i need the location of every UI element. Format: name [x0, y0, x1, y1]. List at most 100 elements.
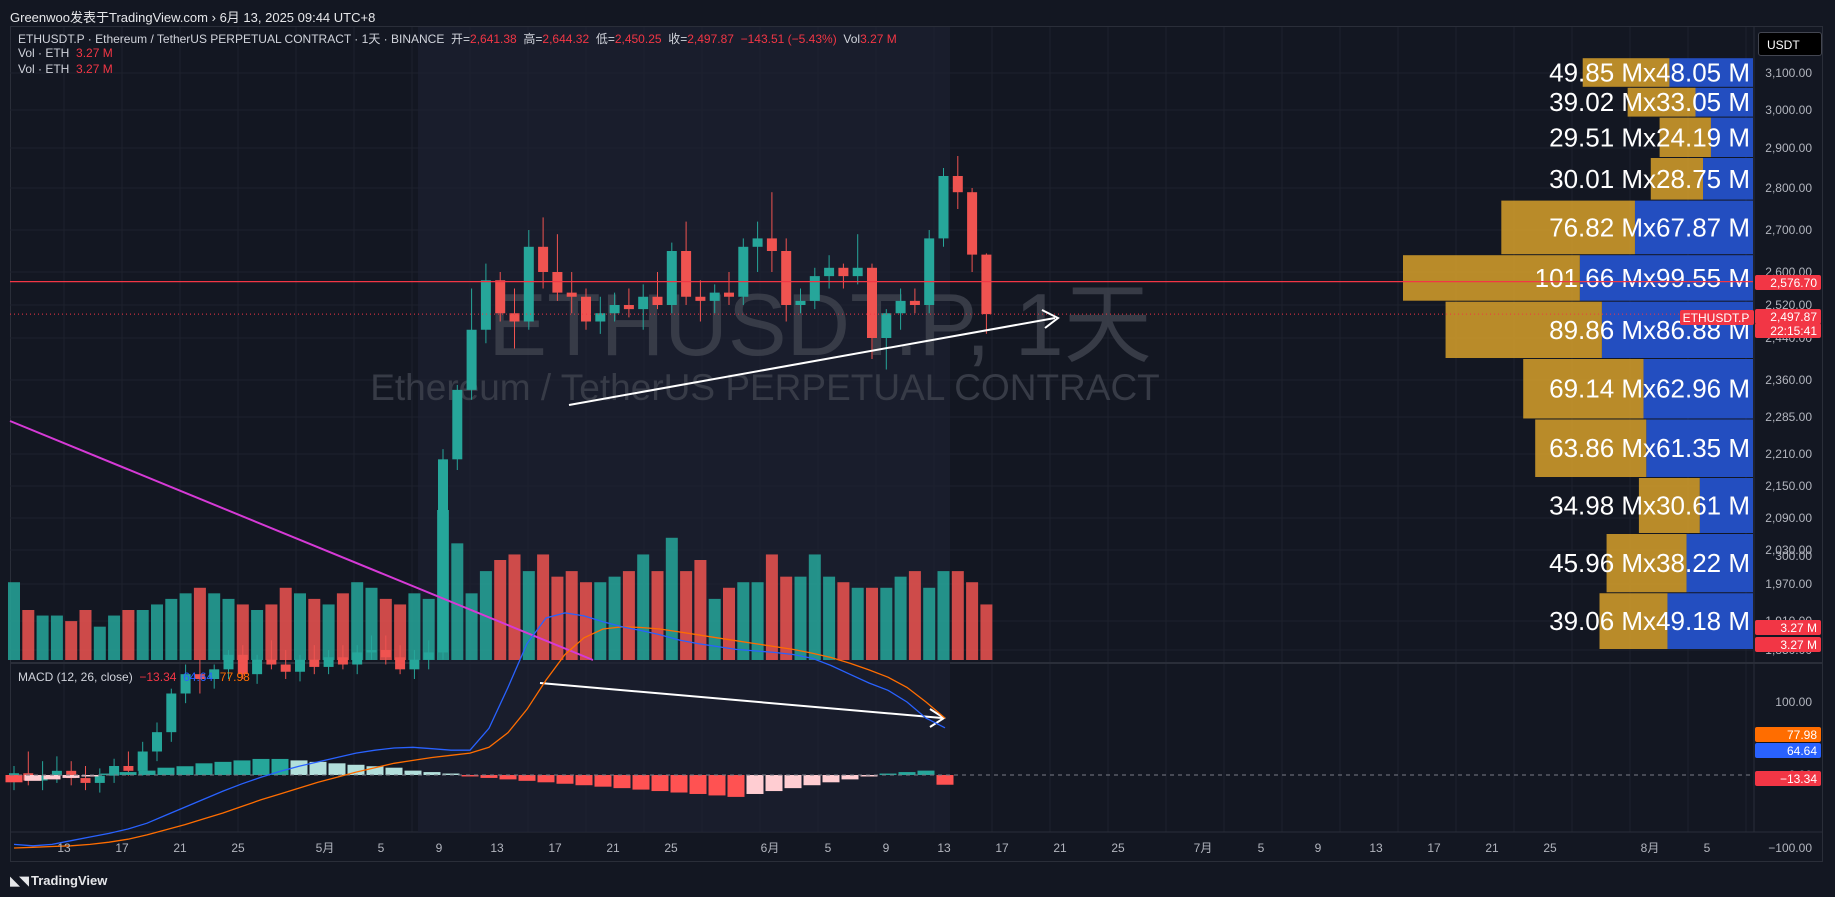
volume-bar — [951, 571, 964, 660]
tradingview-logo[interactable]: ◣◥ TradingView — [10, 873, 108, 888]
candle-body — [309, 659, 320, 667]
last-price-tag-bg — [1755, 309, 1821, 324]
candle-body — [566, 292, 577, 297]
candle-body — [809, 276, 820, 301]
time-range-highlight — [418, 27, 950, 832]
volume-bar — [651, 571, 664, 660]
candle-body — [409, 659, 420, 670]
volume-bar — [265, 604, 278, 660]
candle-body — [223, 654, 234, 670]
macd-histogram-bar — [518, 775, 536, 781]
volume-bar — [165, 598, 178, 660]
candle-body — [724, 292, 734, 297]
volume-bar — [537, 554, 550, 660]
volume-bar — [551, 576, 564, 660]
macd-histogram-bar — [290, 760, 308, 775]
price-axis-tick: 2,520.00 — [1765, 298, 1812, 312]
price-axis-tick: 2,360.00 — [1765, 373, 1812, 387]
macd-histogram-bar — [138, 770, 156, 775]
volume-profile-down-bar — [1501, 200, 1635, 255]
volume-profile-up-bar — [1702, 158, 1753, 200]
candle-body — [180, 674, 191, 694]
macd-histogram-bar — [594, 775, 612, 787]
volume-profile-label: 30.01 Mx28.75 M — [1549, 164, 1750, 194]
date-axis-label: 13 — [57, 841, 71, 855]
volume-bar — [608, 576, 621, 660]
candle-body — [295, 659, 305, 672]
last-price-tag: 2,497.87 — [1770, 310, 1817, 324]
date-axis-label: 7月 — [1194, 841, 1213, 855]
date-axis-label: 8月 — [1641, 841, 1660, 855]
candle-body — [581, 296, 591, 322]
volume-bar — [823, 576, 836, 660]
candle-body — [709, 292, 720, 301]
candle-body — [609, 305, 620, 314]
macd-histogram-bar — [575, 775, 593, 786]
price-axis-tick: 2,090.00 — [1765, 511, 1812, 525]
candle-body — [466, 329, 477, 390]
candle-body — [795, 300, 806, 305]
price-axis-tick: 2,030.00 — [1765, 543, 1812, 557]
volume-bar — [966, 582, 979, 660]
candle-body — [967, 192, 978, 255]
candle-body — [266, 659, 277, 665]
date-axis-label: 17 — [548, 841, 562, 855]
volume-tag-1-bg — [1755, 620, 1821, 635]
macd-histogram — [5, 758, 954, 797]
currency-selector-button[interactable]: USDT — [1758, 32, 1822, 56]
macd-histogram-bar — [746, 775, 764, 794]
volume-bar — [365, 587, 378, 660]
candle-body — [66, 770, 77, 779]
countdown-tag-bg — [1755, 323, 1821, 338]
candle-body — [838, 267, 849, 277]
tradingview-logo-icon: ◣◥ — [10, 873, 29, 888]
volume-bar — [193, 587, 206, 660]
candle-body — [480, 280, 491, 330]
candle-body — [323, 657, 334, 667]
volume-bar — [923, 587, 936, 660]
volume-indicator-legend-2[interactable]: Vol · ETH 3.27 M — [18, 62, 113, 76]
volume-bar — [665, 537, 678, 660]
price-axis-tick: 2,700.00 — [1765, 223, 1812, 237]
volume-bar — [737, 582, 750, 660]
chart-frame — [10, 26, 1823, 862]
date-axis-label: 25 — [231, 841, 245, 855]
volume-bar — [93, 626, 106, 660]
volume-bar — [680, 571, 693, 660]
candle-body — [595, 313, 606, 322]
candle-body — [881, 313, 892, 338]
symbol-legend[interactable]: ETHUSDT.P · Ethereum / TetherUS PERPETUA… — [18, 32, 897, 46]
volume-profile-up-bar — [1695, 87, 1753, 117]
candle-body — [495, 280, 506, 314]
volume-bar — [866, 587, 878, 660]
date-axis-label: 13 — [1369, 841, 1383, 855]
date-axis-label: 5 — [1704, 841, 1711, 855]
volume-profile-up-bar — [1710, 117, 1753, 157]
volume-bar — [880, 587, 893, 660]
price-axis-tick: 2,285.00 — [1765, 410, 1812, 424]
volume-profile-up-bar — [1634, 200, 1753, 255]
macd-histogram-bar — [366, 766, 384, 775]
macd-histogram-bar — [499, 775, 517, 780]
candle-body — [781, 251, 792, 305]
macd-histogram-bar — [442, 773, 460, 775]
volume-profile-up-bar — [1699, 478, 1753, 533]
candle-body — [395, 657, 406, 670]
volume-profile-down-bar — [1582, 58, 1670, 87]
top-attribution-bar: Greenwoo发表于TradingView.com › 6月 13, 2025… — [0, 0, 1835, 26]
white-arrow-head — [1041, 309, 1060, 329]
volume-bar — [279, 587, 292, 660]
macd-legend[interactable]: MACD (12, 26, close) −13.34 64.64 77.98 — [18, 670, 250, 684]
candle-body — [852, 267, 863, 277]
date-axis-label: 17 — [995, 841, 1009, 855]
volume-bar — [36, 615, 49, 660]
candle-body — [237, 654, 248, 675]
volume-indicator-legend-1[interactable]: Vol · ETH 3.27 M — [18, 46, 113, 60]
candle-body — [909, 300, 920, 305]
candle-body — [895, 300, 906, 314]
volume-bar — [222, 598, 235, 660]
date-axis-label: 6月 — [761, 841, 780, 855]
date-axis-label: 21 — [1053, 841, 1067, 855]
date-axis-label: 13 — [490, 841, 504, 855]
